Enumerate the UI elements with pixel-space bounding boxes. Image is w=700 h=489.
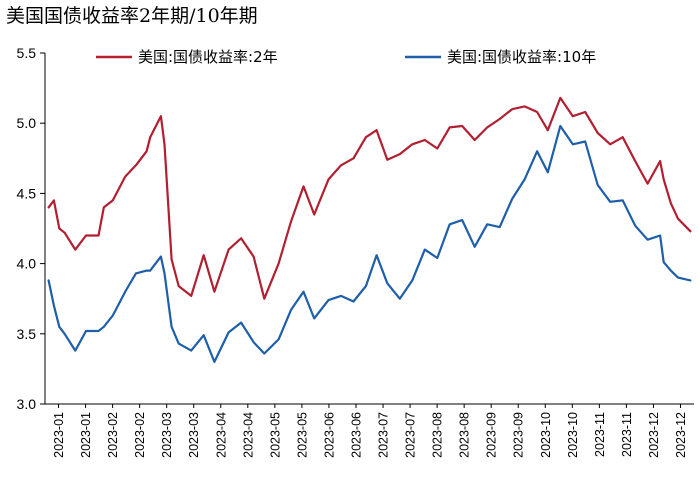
series-line-2 bbox=[47, 124, 692, 363]
legend-label-2: 美国:国债收益率:10年 bbox=[447, 48, 596, 66]
x-tick-label: 2023-05 bbox=[295, 412, 309, 458]
x-tick-label: 2023-03 bbox=[187, 412, 201, 458]
x-tick-label: 2023-07 bbox=[404, 412, 418, 458]
legend: 美国:国债收益率:2年 美国:国债收益率:10年 bbox=[96, 48, 596, 66]
x-tick-label: 2023-01 bbox=[52, 412, 66, 458]
x-tick-label: 2023-10 bbox=[539, 412, 553, 458]
x-tick-label: 2023-10 bbox=[566, 412, 580, 458]
x-tick-label: 2023-09 bbox=[485, 412, 499, 458]
x-tick-label: 2023-02 bbox=[133, 412, 147, 458]
x-axis-ticks: 2023-01 2023-01 2023-02 2023-02 2023-03 2023-… bbox=[52, 404, 688, 458]
x-tick-label: 2023-04 bbox=[214, 412, 228, 458]
x-tick-label: 2023-08 bbox=[431, 412, 445, 458]
y-tick-label: 3.0 bbox=[17, 396, 37, 412]
x-tick-label: 2023-06 bbox=[350, 412, 364, 458]
x-tick-label: 2023-08 bbox=[458, 412, 472, 458]
x-tick-label: 2023-06 bbox=[322, 412, 336, 458]
y-tick-label: 5.5 bbox=[17, 45, 37, 61]
x-tick-label: 2023-04 bbox=[241, 412, 255, 458]
chart-title: 美国国债收益率2年期/10年期 bbox=[6, 5, 258, 27]
x-tick-label: 2023-09 bbox=[512, 412, 526, 458]
x-tick-label: 2023-11 bbox=[593, 412, 607, 457]
x-tick-label: 2023-05 bbox=[268, 412, 282, 458]
y-tick-label: 4.5 bbox=[17, 185, 37, 201]
x-tick-label: 2023-03 bbox=[160, 412, 174, 458]
y-tick-label: 5.0 bbox=[17, 115, 37, 131]
y-axis-ticks: 3.0 3.5 4.0 4.5 5.0 5.5 bbox=[17, 45, 45, 412]
x-tick-label: 2023-12 bbox=[674, 412, 688, 458]
series-line-1 bbox=[47, 96, 692, 300]
x-tick-label: 2023-12 bbox=[647, 412, 661, 458]
x-tick-label: 2023-02 bbox=[106, 412, 120, 458]
x-tick-label: 2023-01 bbox=[79, 412, 93, 458]
legend-label-1: 美国:国债收益率:2年 bbox=[138, 48, 278, 66]
x-tick-label: 2023-07 bbox=[377, 412, 391, 458]
series-lines bbox=[47, 96, 692, 363]
axes bbox=[44, 53, 694, 405]
y-tick-label: 3.5 bbox=[17, 326, 37, 342]
y-tick-label: 4.0 bbox=[17, 256, 37, 272]
x-tick-label: 2023-11 bbox=[620, 412, 634, 457]
